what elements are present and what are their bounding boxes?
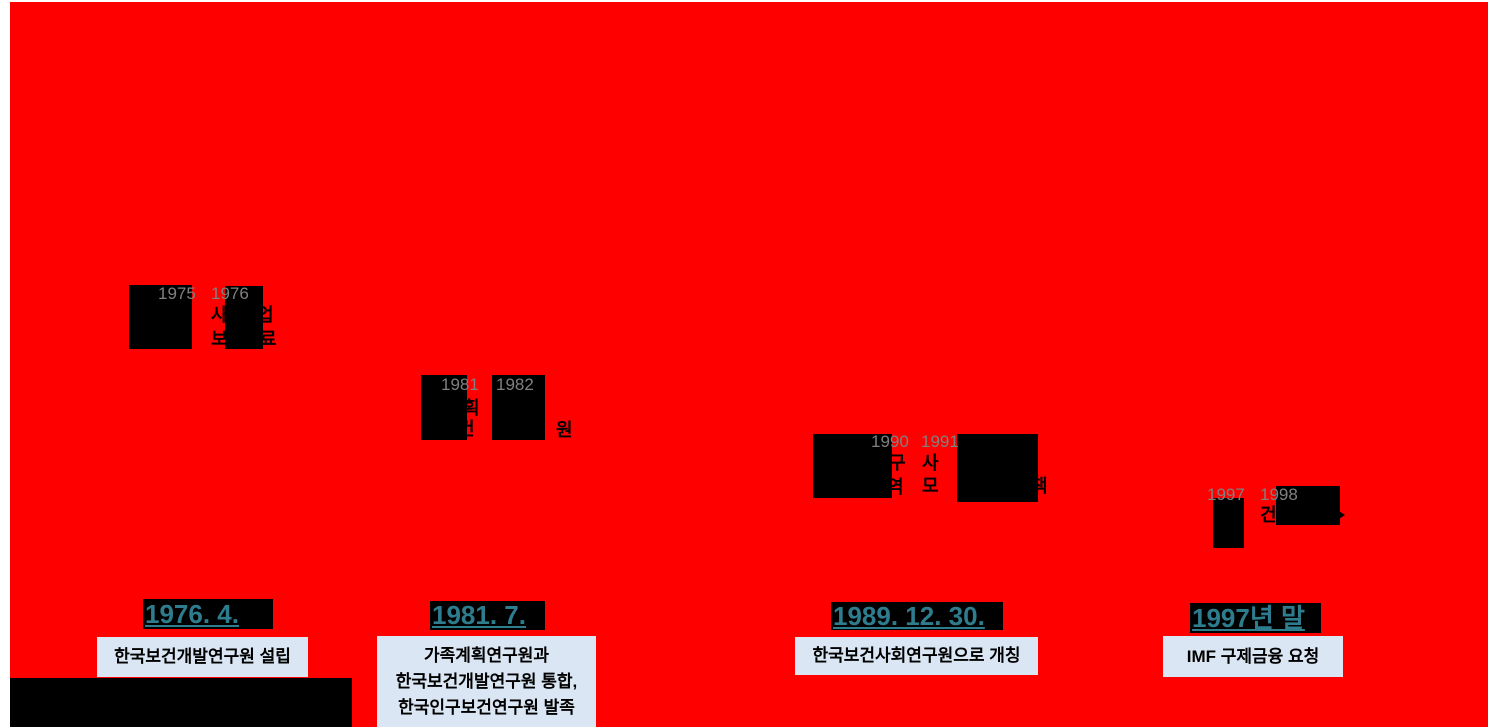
text-fragment: 획 <box>463 398 480 418</box>
year-label: 1976 <box>211 284 249 303</box>
text-fragment: 건 <box>1260 505 1277 525</box>
redacted-black-box <box>421 375 467 440</box>
caption-box: 가족계획연구원과 한국보건개발연구원 통합, 한국인구보건연구원 발족 <box>377 636 596 727</box>
text-fragment: 사 <box>922 453 939 473</box>
text-fragment: 구 <box>889 453 906 473</box>
text-fragment: 료 <box>260 329 277 349</box>
year-label: 1981 <box>441 375 479 394</box>
redacted-black-box <box>225 286 263 349</box>
year-label: 1990 <box>871 432 909 451</box>
event-date: 1976. 4. <box>143 599 273 629</box>
arrow-right-icon <box>1331 506 1345 524</box>
year-label: 1991 <box>921 432 959 451</box>
text-fragment: 보 <box>211 329 228 349</box>
redacted-black-box <box>957 434 1038 502</box>
caption-line: 가족계획연구원과 <box>423 646 550 665</box>
text-fragment: 사 <box>211 305 228 325</box>
redacted-black-box <box>1213 498 1244 548</box>
year-label: 1975 <box>158 284 196 303</box>
event-date: 1981. 7. <box>430 601 545 630</box>
event-date: 1989. 12. 30. <box>831 602 1003 630</box>
redacted-black-box <box>129 285 192 349</box>
year-label: 1997 <box>1207 485 1245 504</box>
year-label: 1982 <box>496 375 534 394</box>
text-fragment: 모 <box>922 476 939 496</box>
caption-box: 한국보건사회연구원으로 개칭 <box>795 637 1038 675</box>
text-fragment: 원 <box>556 420 573 440</box>
caption-line: 한국보건사회연구원으로 개칭 <box>812 646 1021 665</box>
caption-line: IMF 구제금융 요청 <box>1186 647 1320 666</box>
caption-line: 한국보건개발연구원 설립 <box>114 647 291 666</box>
caption-box: 한국보건개발연구원 설립 <box>97 637 308 677</box>
caption-box: IMF 구제금융 요청 <box>1163 636 1343 677</box>
event-date: 1997년 말 <box>1190 603 1321 633</box>
redacted-black-box <box>492 375 545 440</box>
year-label: 1998 <box>1260 485 1298 504</box>
redacted-black-box <box>1276 486 1340 525</box>
footer-black-box <box>10 678 352 727</box>
caption-line: 한국보건개발연구원 통합, <box>395 672 578 691</box>
caption-line: 한국인구보건연구원 발족 <box>398 698 575 717</box>
redacted-black-box <box>813 434 892 498</box>
